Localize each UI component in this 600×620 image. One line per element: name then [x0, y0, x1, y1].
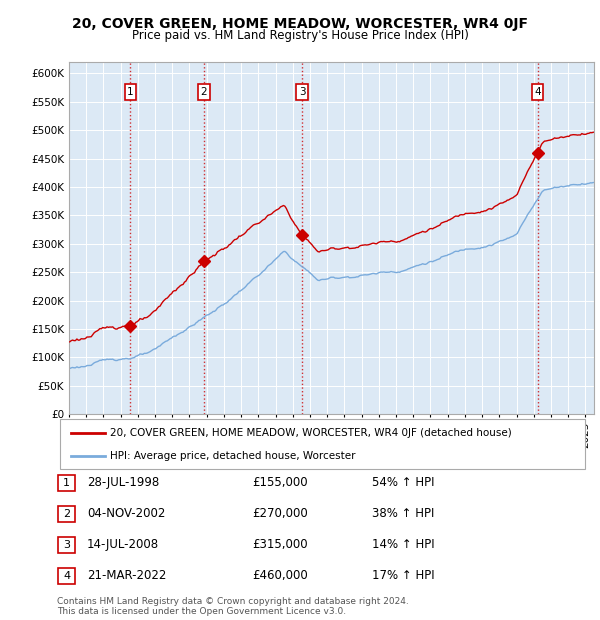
Text: Contains HM Land Registry data © Crown copyright and database right 2024.
This d: Contains HM Land Registry data © Crown c… — [57, 597, 409, 616]
Text: 17% ↑ HPI: 17% ↑ HPI — [372, 569, 434, 582]
Text: 21-MAR-2022: 21-MAR-2022 — [87, 569, 166, 582]
Text: 20, COVER GREEN, HOME MEADOW, WORCESTER, WR4 0JF: 20, COVER GREEN, HOME MEADOW, WORCESTER,… — [72, 17, 528, 32]
Text: £155,000: £155,000 — [252, 476, 308, 489]
Text: 3: 3 — [299, 87, 305, 97]
Text: 28-JUL-1998: 28-JUL-1998 — [87, 476, 159, 489]
Text: 1: 1 — [63, 478, 70, 488]
Text: £460,000: £460,000 — [252, 569, 308, 582]
Text: Price paid vs. HM Land Registry's House Price Index (HPI): Price paid vs. HM Land Registry's House … — [131, 29, 469, 42]
Text: 38% ↑ HPI: 38% ↑ HPI — [372, 507, 434, 520]
Text: 04-NOV-2002: 04-NOV-2002 — [87, 507, 166, 520]
Text: 4: 4 — [63, 571, 70, 581]
Text: 14-JUL-2008: 14-JUL-2008 — [87, 538, 159, 551]
Text: 54% ↑ HPI: 54% ↑ HPI — [372, 476, 434, 489]
Text: 4: 4 — [534, 87, 541, 97]
Text: 20, COVER GREEN, HOME MEADOW, WORCESTER, WR4 0JF (detached house): 20, COVER GREEN, HOME MEADOW, WORCESTER,… — [110, 428, 512, 438]
Text: HPI: Average price, detached house, Worcester: HPI: Average price, detached house, Worc… — [110, 451, 355, 461]
Text: £315,000: £315,000 — [252, 538, 308, 551]
Text: 1: 1 — [127, 87, 134, 97]
Text: 2: 2 — [200, 87, 207, 97]
Text: 14% ↑ HPI: 14% ↑ HPI — [372, 538, 434, 551]
Text: £270,000: £270,000 — [252, 507, 308, 520]
Text: 3: 3 — [63, 540, 70, 550]
Text: 2: 2 — [63, 509, 70, 519]
